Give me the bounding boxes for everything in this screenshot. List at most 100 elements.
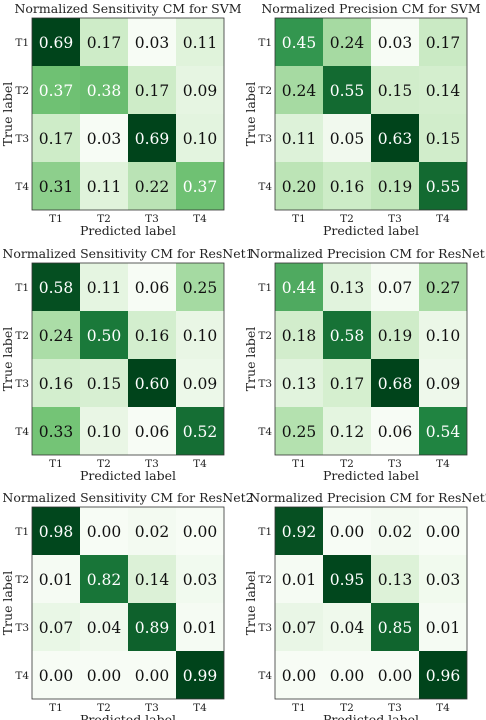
heatmap-cell bbox=[80, 311, 128, 359]
heatmap-cell bbox=[176, 263, 224, 311]
cell-value-label: 0.16 bbox=[135, 327, 170, 345]
confusion-matrix-6: Normalized Precision CM for ResNet2 0.92 0… bbox=[243, 490, 486, 720]
x-tick-label: T2 bbox=[97, 213, 111, 225]
x-tick-label: T4 bbox=[193, 213, 207, 225]
cell-value-label: 0.16 bbox=[330, 178, 365, 196]
plot-frame bbox=[274, 506, 468, 700]
plot-frame bbox=[31, 506, 225, 700]
heatmap-cell bbox=[128, 603, 176, 651]
cell-value-label: 0.06 bbox=[135, 423, 170, 441]
heatmap-cell bbox=[176, 66, 224, 114]
y-tick-label: T1 bbox=[15, 37, 29, 49]
confusion-matrix-2: Normalized Precision CM for SVM 0.45 0.24 0… bbox=[243, 1, 481, 238]
heatmap-cell bbox=[371, 603, 419, 651]
plot-frame bbox=[31, 262, 225, 456]
heatmap-cell bbox=[176, 407, 224, 455]
cell-value-label: 0.10 bbox=[183, 327, 218, 345]
x-axis-label: Predicted label bbox=[323, 468, 419, 483]
heatmap-cell bbox=[32, 507, 80, 555]
cell-value-label: 0.15 bbox=[87, 375, 122, 393]
cell-value-label: 0.31 bbox=[39, 178, 74, 196]
x-tick-label: T2 bbox=[340, 458, 354, 470]
heatmap-cell bbox=[128, 311, 176, 359]
cell-value-label: 0.24 bbox=[330, 34, 365, 52]
heatmap-cell bbox=[371, 359, 419, 407]
heatmap-cell bbox=[371, 507, 419, 555]
cell-value-label: 0.60 bbox=[135, 375, 170, 393]
cell-value-label: 0.85 bbox=[378, 619, 413, 637]
heatmap-cell bbox=[32, 311, 80, 359]
confusion-matrix-4: Normalized Precision CM for ResNet1 0.44 0… bbox=[243, 246, 486, 483]
cell-value-label: 0.07 bbox=[282, 619, 317, 637]
panel-title: Normalized Precision CM for ResNet2 bbox=[249, 490, 486, 505]
cell-value-label: 0.06 bbox=[135, 279, 170, 297]
cell-value-label: 0.27 bbox=[426, 279, 461, 297]
cell-value-label: 0.17 bbox=[87, 34, 122, 52]
heatmap-cell bbox=[80, 114, 128, 162]
cell-value-label: 0.16 bbox=[39, 375, 74, 393]
cell-value-label: 0.06 bbox=[378, 423, 413, 441]
cell-value-label: 0.54 bbox=[426, 423, 461, 441]
heatmap-cell bbox=[419, 407, 467, 455]
heatmap-cell bbox=[176, 114, 224, 162]
heatmap-cell bbox=[176, 359, 224, 407]
cell-value-label: 0.05 bbox=[330, 130, 365, 148]
heatmap-cell bbox=[128, 162, 176, 210]
heatmap-cell bbox=[80, 66, 128, 114]
confusion-matrix-3: Normalized Sensitivity CM for ResNet1 0.5… bbox=[0, 246, 254, 483]
cell-value-label: 0.17 bbox=[39, 130, 74, 148]
y-tick-label: T4 bbox=[258, 426, 272, 438]
y-tick-label: T4 bbox=[15, 181, 29, 193]
heatmap-cell bbox=[275, 162, 323, 210]
cell-value-label: 0.19 bbox=[378, 178, 413, 196]
heatmap-cell bbox=[371, 66, 419, 114]
heatmap-cell bbox=[371, 407, 419, 455]
heatmap-cell bbox=[128, 66, 176, 114]
panel-title: Normalized Sensitivity CM for SVM bbox=[14, 1, 241, 16]
x-tick-label: T2 bbox=[97, 458, 111, 470]
cell-value-label: 0.38 bbox=[87, 82, 122, 100]
cell-value-label: 0.69 bbox=[39, 34, 74, 52]
heatmap-cell bbox=[32, 162, 80, 210]
y-tick-label: T4 bbox=[258, 670, 272, 682]
cell-value-label: 0.33 bbox=[39, 423, 74, 441]
x-axis-label: Predicted label bbox=[80, 468, 176, 483]
cell-value-label: 0.58 bbox=[330, 327, 365, 345]
heatmap-cell bbox=[323, 507, 371, 555]
x-tick-label: T2 bbox=[97, 702, 111, 714]
cell-value-label: 0.58 bbox=[39, 279, 74, 297]
x-tick-label: T3 bbox=[145, 702, 159, 714]
cell-value-label: 0.02 bbox=[135, 523, 170, 541]
heatmap-cell bbox=[323, 555, 371, 603]
y-tick-label: T1 bbox=[15, 526, 29, 538]
cell-value-label: 0.24 bbox=[282, 82, 317, 100]
y-axis-label: True label bbox=[243, 327, 258, 392]
y-tick-label: T2 bbox=[258, 85, 272, 97]
x-tick-label: T3 bbox=[388, 702, 402, 714]
panel-title: Normalized Precision CM for SVM bbox=[261, 1, 480, 16]
heatmap-cell bbox=[128, 651, 176, 699]
cell-value-label: 0.00 bbox=[135, 667, 170, 685]
y-tick-label: T2 bbox=[15, 574, 29, 586]
heatmap-cell bbox=[419, 555, 467, 603]
cell-value-label: 0.50 bbox=[87, 327, 122, 345]
cell-value-label: 0.04 bbox=[87, 619, 122, 637]
y-tick-label: T3 bbox=[15, 133, 29, 145]
cell-value-label: 0.22 bbox=[135, 178, 170, 196]
y-axis-label: True label bbox=[0, 327, 15, 392]
cell-value-label: 0.99 bbox=[183, 667, 218, 685]
x-tick-label: T4 bbox=[436, 702, 450, 714]
y-tick-label: T1 bbox=[258, 37, 272, 49]
heatmap-cell bbox=[128, 555, 176, 603]
x-tick-label: T1 bbox=[292, 213, 306, 225]
heatmap-cell bbox=[323, 18, 371, 66]
heatmap-cell bbox=[371, 18, 419, 66]
x-axis-label: Predicted label bbox=[323, 223, 419, 238]
cell-value-label: 0.10 bbox=[426, 327, 461, 345]
heatmap-cell bbox=[32, 18, 80, 66]
cell-value-label: 0.68 bbox=[378, 375, 413, 393]
cell-value-label: 0.03 bbox=[183, 571, 218, 589]
panel-title: Normalized Sensitivity CM for ResNet2 bbox=[2, 490, 253, 505]
cell-value-label: 0.37 bbox=[39, 82, 74, 100]
y-tick-label: T2 bbox=[258, 330, 272, 342]
